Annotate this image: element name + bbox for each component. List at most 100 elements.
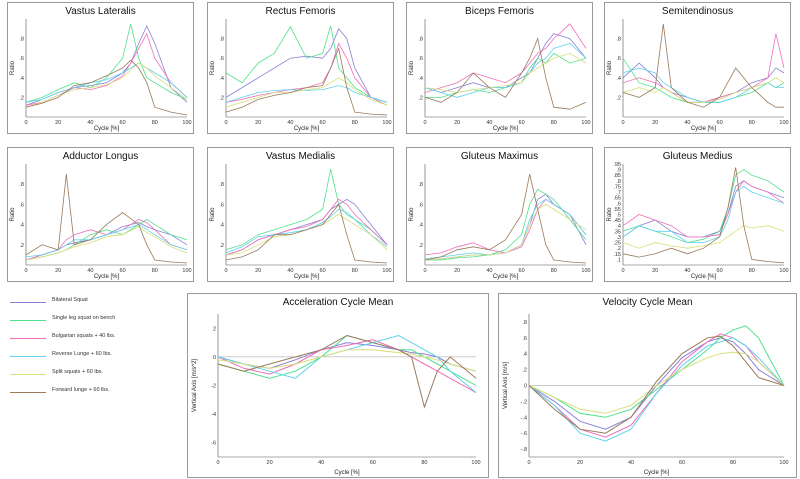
- x-tick-label: 20: [55, 120, 61, 126]
- x-tick-label: 60: [370, 460, 376, 466]
- y-tick-label: -2: [211, 384, 216, 390]
- x-tick-label: 100: [182, 120, 191, 126]
- y-tick-label: -4: [211, 412, 216, 418]
- x-tick-label: 80: [421, 460, 427, 466]
- series-line: [622, 185, 785, 243]
- chart-svg: 0 20 40 60 80 100 .2 .4 .6 .8 Cycle [%] Ratio: [409, 164, 591, 280]
- x-tick-label: 60: [519, 120, 525, 126]
- y-tick-label: .5: [616, 213, 621, 219]
- y-tick-label: .7: [616, 190, 621, 196]
- y-tick-label: .4: [418, 223, 423, 229]
- y-axis-label: Ratio: [10, 207, 16, 222]
- x-tick-label: 100: [779, 120, 788, 126]
- y-tick-label: .1: [616, 257, 621, 263]
- chart-title: Vastus Medialis: [265, 151, 336, 162]
- y-tick-label: .6: [219, 202, 224, 208]
- chart-svg: 0 20 40 60 80 100 .2 .4 .6 .8 Cycle [%] Ratio: [10, 164, 192, 280]
- legend-label: Bulgarian squats + 40 lbs.: [52, 333, 116, 339]
- chart-title: Velocity Cycle Mean: [602, 297, 693, 308]
- x-tick-label: 40: [287, 268, 293, 274]
- y-tick-label: .4: [616, 224, 621, 230]
- y-tick-label: -.4: [521, 415, 527, 421]
- x-tick-label: 60: [717, 268, 723, 274]
- y-tick-label: .4: [522, 352, 527, 358]
- series-line: [424, 33, 587, 93]
- chart-svg: 0 20 40 60 80 100 .2 .4 .6 .8 Cycle [%] Ratio: [210, 164, 392, 280]
- x-tick-label: 0: [24, 120, 27, 126]
- y-tick-label: .75: [613, 184, 621, 190]
- series-line: [528, 337, 785, 442]
- x-tick-label: 60: [519, 268, 525, 274]
- series-line: [225, 47, 388, 116]
- series-line: [225, 28, 388, 103]
- x-tick-label: 40: [486, 268, 492, 274]
- chart-svg: 0 20 40 60 80 100 .2 .4 .6 .8 Cycle [%] Ratio: [210, 19, 392, 132]
- legend-label: Forward lunge + 60 lbs.: [52, 387, 110, 393]
- chart-panel-rectus-femoris: Rectus Femoris 0 20 40 60 80 100 .2 .4 .6 .8 Cycle…: [207, 2, 394, 134]
- x-tick-label: 40: [684, 120, 690, 126]
- y-tick-label: .8: [522, 320, 527, 326]
- x-axis-label: Cycle [%]: [691, 274, 717, 280]
- x-axis-label: Cycle [%]: [94, 126, 120, 132]
- series-line: [225, 169, 388, 251]
- x-tick-label: 80: [749, 268, 755, 274]
- legend-swatch: [10, 356, 46, 357]
- x-tick-label: 40: [287, 120, 293, 126]
- legend-label: Bilateral Squat: [52, 297, 88, 303]
- y-tick-label: .4: [19, 76, 24, 82]
- y-tick-label: -6: [211, 441, 216, 447]
- series-line: [225, 203, 388, 264]
- legend-item: Bulgarian squats + 40 lbs.: [8, 332, 178, 346]
- x-tick-label: 0: [527, 460, 530, 466]
- chart-panel-gluteus-medius: Gluteus Medius 0 20 40 60 80 100 .1.15.2.25.3.…: [604, 147, 791, 282]
- y-tick-label: .6: [19, 56, 24, 62]
- x-tick-label: 20: [454, 120, 460, 126]
- chart-panel-velocity: Velocity Cycle Mean 0 20 40 60 80 100 -.8 -.6 -.…: [498, 293, 797, 478]
- y-tick-label: .8: [418, 182, 423, 188]
- chart-panel-vastus-lateralis: Vastus Lateralis 0 20 40 60 80 100 .2 .4 .6 .8 Cyc…: [7, 2, 194, 134]
- y-tick-label: -.2: [521, 399, 527, 405]
- y-tick-label: .2: [219, 243, 224, 249]
- y-axis-label: Vertical Axis [m/s^2]: [192, 359, 198, 412]
- series-line: [225, 77, 388, 108]
- y-tick-label: .8: [219, 182, 224, 188]
- legend-swatch: [10, 392, 46, 393]
- series-line: [217, 334, 477, 409]
- x-tick-label: 20: [454, 268, 460, 274]
- series-line: [424, 43, 587, 98]
- x-tick-label: 20: [652, 120, 658, 126]
- y-tick-label: .2: [418, 95, 423, 101]
- x-tick-label: 80: [152, 268, 158, 274]
- y-tick-label: .2: [19, 95, 24, 101]
- y-tick-label: .6: [522, 336, 527, 342]
- x-axis-label: Cycle [%]: [294, 126, 320, 132]
- legend-item: Split squats + 60 lbs.: [8, 368, 178, 382]
- y-tick-label: .8: [19, 37, 24, 43]
- chart-title: Biceps Femoris: [465, 6, 534, 17]
- series-line: [622, 33, 785, 103]
- x-tick-label: 60: [717, 120, 723, 126]
- x-tick-label: 40: [684, 268, 690, 274]
- legend-item: Forward lunge + 60 lbs.: [8, 386, 178, 400]
- y-axis-label: Ratio: [210, 60, 216, 75]
- series-line: [25, 23, 188, 103]
- x-tick-label: 0: [224, 268, 227, 274]
- x-tick-label: 100: [182, 268, 191, 274]
- y-tick-label: .8: [616, 37, 621, 43]
- series-line: [622, 167, 785, 264]
- x-axis-label: Cycle [%]: [493, 274, 519, 280]
- legend-swatch: [10, 320, 46, 321]
- x-tick-label: 40: [87, 268, 93, 274]
- y-axis-label: Ratio: [607, 207, 613, 222]
- series-line: [25, 59, 188, 116]
- y-axis-label: Ratio: [409, 207, 415, 222]
- chart-panel-biceps-femoris: Biceps Femoris 0 20 40 60 80 100 .2 .4 .6 .8 Cycle…: [406, 2, 593, 134]
- x-axis-label: Cycle [%]: [691, 126, 717, 132]
- y-tick-label: .8: [418, 37, 423, 43]
- series-line: [528, 335, 785, 434]
- chart-title: Vastus Lateralis: [65, 6, 136, 17]
- y-tick-label: .65: [613, 196, 621, 202]
- y-tick-label: .55: [613, 207, 621, 213]
- chart-panel-acceleration: Acceleration Cycle Mean 0 20 40 60 80 100 -6 -4…: [187, 293, 489, 478]
